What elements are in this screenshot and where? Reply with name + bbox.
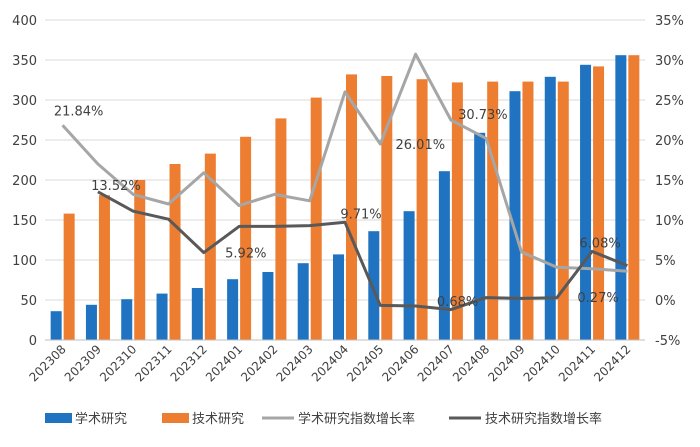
left-y-axis: 0 50 100 150 200 250 300 350 400: [12, 14, 37, 349]
left-tick-label: 200: [12, 174, 37, 189]
bar-technical: [416, 79, 428, 340]
data-label: 0.68%: [437, 295, 478, 310]
bar-academic: [615, 55, 627, 340]
bar-academic: [368, 231, 380, 340]
left-tick-label: 250: [12, 134, 37, 149]
data-label: 21.84%: [54, 104, 104, 119]
left-tick-label: 300: [12, 94, 37, 109]
bar-academic: [403, 211, 415, 340]
bar-academic: [297, 263, 309, 340]
bar-technical: [557, 81, 569, 340]
left-tick-label: 400: [12, 14, 37, 29]
data-label: 13.52%: [91, 179, 141, 194]
bar-technical: [275, 118, 287, 341]
bar-technical: [98, 195, 110, 340]
right-tick-label: 25%: [655, 94, 684, 109]
bar-academic: [438, 171, 450, 340]
x-tick-label: 202405: [344, 342, 386, 384]
bar-technical: [134, 180, 146, 340]
right-tick-label: 10%: [655, 214, 684, 229]
legend-label: 学术研究: [75, 411, 127, 427]
x-axis: 2023082023092023102023112023122024012024…: [26, 339, 645, 385]
bar-academic: [333, 254, 344, 340]
legend-label: 技术研究: [192, 412, 244, 427]
bar-academic: [262, 272, 274, 340]
left-tick-label: 150: [12, 214, 37, 229]
bar-academic: [156, 293, 168, 340]
x-tick-label: 202409: [485, 342, 527, 384]
data-label: 26.01%: [396, 138, 446, 153]
x-tick-label: 202312: [168, 342, 210, 384]
x-tick-label: 202310: [97, 342, 139, 384]
bar-technical: [346, 74, 357, 341]
bar-academic: [85, 304, 97, 340]
left-tick-label: 0: [29, 334, 37, 349]
x-tick-label: 202309: [62, 342, 104, 384]
x-tick-label: 202407: [415, 342, 457, 384]
bar-technical: [628, 55, 640, 340]
right-tick-label: 5%: [655, 254, 676, 269]
x-tick-label: 202411: [556, 342, 598, 384]
right-tick-label: 20%: [655, 134, 684, 149]
x-tick-label: 202404: [309, 342, 351, 384]
bar-technical: [451, 82, 463, 341]
x-tick-label: 202410: [521, 342, 563, 384]
data-label: 6.08%: [579, 236, 620, 251]
bar-academic: [474, 132, 486, 340]
data-label: 30.73%: [458, 108, 508, 123]
right-tick-label: 15%: [655, 174, 684, 189]
bar-series: [50, 55, 640, 341]
line-academic-growth: [61, 52, 628, 273]
bar-technical: [381, 76, 393, 340]
bar-technical: [240, 136, 252, 340]
x-tick-label: 202406: [379, 342, 421, 384]
right-tick-label: 35%: [655, 14, 684, 29]
legend-label: 技术研究指数增长率: [485, 411, 602, 427]
bar-academic: [191, 288, 203, 340]
bar-technical: [522, 81, 534, 340]
legend-swatch: [45, 413, 72, 423]
right-tick-label: -5%: [655, 334, 680, 349]
data-label: 5.92%: [225, 247, 266, 262]
legend: 学术研究 技术研究 学术研究指数增长率 技术研究指数增长率: [45, 411, 602, 427]
right-y-axis: -5% 0% 5% 10% 15% 20% 25% 30% 35%: [655, 14, 684, 349]
x-tick-label: 202402: [238, 342, 280, 384]
x-tick-label: 202401: [203, 342, 245, 384]
bar-academic: [509, 91, 521, 340]
bar-academic: [544, 76, 556, 341]
legend-label: 学术研究指数增长率: [298, 411, 415, 427]
bar-technical: [63, 213, 75, 340]
x-tick-label: 202412: [591, 342, 633, 384]
right-tick-label: 0%: [655, 294, 676, 309]
bar-technical: [169, 164, 181, 340]
bar-technical: [593, 66, 605, 341]
x-tick-label: 202408: [450, 342, 492, 384]
data-label: 0.27%: [577, 291, 618, 306]
data-label: 9.71%: [340, 207, 381, 222]
bar-technical: [487, 81, 499, 340]
left-tick-label: 350: [12, 54, 37, 69]
left-tick-label: 100: [12, 254, 37, 269]
bar-academic: [227, 279, 239, 340]
bar-technical: [310, 97, 322, 340]
x-tick-label: 202311: [132, 342, 174, 384]
line-series: [61, 52, 628, 312]
bar-academic: [580, 64, 592, 341]
legend-swatch: [162, 413, 189, 423]
left-tick-label: 50: [20, 294, 37, 309]
line-technical-growth: [97, 190, 628, 312]
x-tick-label: 202403: [274, 342, 316, 384]
right-tick-label: 30%: [655, 54, 684, 69]
bar-academic: [50, 311, 62, 340]
data-labels: 21.84% 13.52% 5.92% 9.71% 26.01% 0.68% 30.73% 6…: [54, 104, 621, 310]
bar-academic: [121, 299, 133, 340]
